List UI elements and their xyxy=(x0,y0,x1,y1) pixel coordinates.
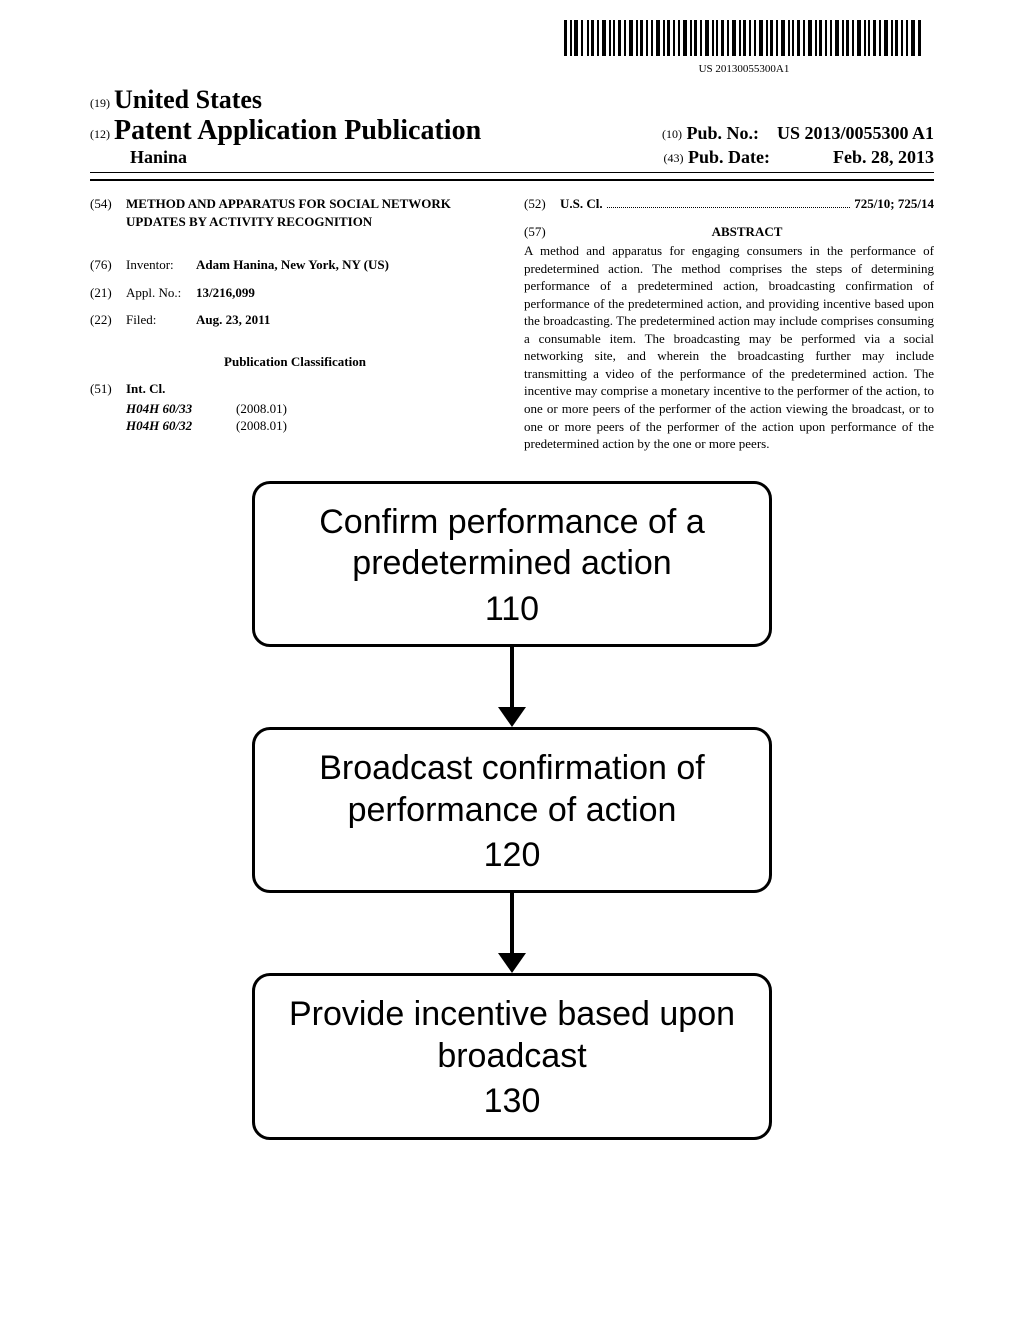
flow-box-110-num: 110 xyxy=(273,589,751,630)
code-54: (54) xyxy=(90,195,126,246)
filed-label: Filed: xyxy=(126,311,196,329)
code-19: (19) xyxy=(90,96,110,110)
country: United States xyxy=(114,85,262,114)
arrow-2 xyxy=(498,893,526,973)
code-12: (12) xyxy=(90,127,110,141)
code-57: (57) xyxy=(524,223,560,241)
uscl-label: U.S. Cl. xyxy=(560,196,603,211)
uscl-row: (52) U.S. Cl. 725/10; 725/14 xyxy=(524,195,934,213)
main-divider xyxy=(90,179,934,181)
pub-no-block: (10) Pub. No.: US 2013/0055300 A1 xyxy=(662,123,934,144)
invention-title: METHOD AND APPARATUS FOR SOCIAL NETWORK … xyxy=(126,195,500,230)
publication-type: Patent Application Publication xyxy=(114,115,481,146)
uscl-value: 725/10; 725/14 xyxy=(854,196,934,211)
appl-no-label: Appl. No.: xyxy=(126,284,196,302)
barcode-block: US 20130055300A1 xyxy=(564,20,924,75)
uscl-dots xyxy=(607,207,851,208)
biblio-columns: (54) METHOD AND APPARATUS FOR SOCIAL NET… xyxy=(90,195,934,453)
filed-value: Aug. 23, 2011 xyxy=(196,312,270,327)
intcl-code-1: H04H 60/32 xyxy=(126,417,236,435)
intcl-year-1: (2008.01) xyxy=(236,417,326,435)
appl-no-value: 13/216,099 xyxy=(196,285,255,300)
pub-date-block: (43) Pub. Date: Feb. 28, 2013 xyxy=(664,147,935,168)
header-block: (19) United States (12) Patent Applicati… xyxy=(90,85,934,181)
inventor-name: Adam Hanina, New York, NY (US) xyxy=(196,257,389,272)
code-51: (51) xyxy=(90,380,126,398)
intcl-row-1: H04H 60/32 (2008.01) xyxy=(126,417,500,435)
code-22: (22) xyxy=(90,311,126,329)
intcl-label: Int. Cl. xyxy=(126,381,165,396)
code-10: (10) xyxy=(662,127,682,141)
flow-box-130: Provide incentive based upon broadcast 1… xyxy=(252,973,772,1139)
code-21: (21) xyxy=(90,284,126,302)
patent-page: US 20130055300A1 (19) United States (12)… xyxy=(0,0,1024,1320)
barcode-number: US 20130055300A1 xyxy=(564,63,924,75)
thin-divider xyxy=(90,172,934,173)
flow-box-130-num: 130 xyxy=(273,1081,751,1122)
pub-no-label: Pub. No.: xyxy=(686,123,759,143)
flow-box-120-num: 120 xyxy=(273,835,751,876)
flow-box-130-text: Provide incentive based upon broadcast xyxy=(273,994,751,1077)
abstract-heading: ABSTRACT xyxy=(560,223,934,241)
barcode-graphic xyxy=(564,20,924,56)
pub-date-label: Pub. Date: xyxy=(688,147,770,167)
pub-date-value: Feb. 28, 2013 xyxy=(833,147,934,167)
code-43: (43) xyxy=(664,151,684,165)
flow-box-110: Confirm performance of a predetermined a… xyxy=(252,481,772,647)
intcl-row-0: H04H 60/33 (2008.01) xyxy=(126,400,500,418)
code-52: (52) xyxy=(524,195,560,213)
code-76: (76) xyxy=(90,256,126,274)
pub-class-heading: Publication Classification xyxy=(90,353,500,371)
intcl-year-0: (2008.01) xyxy=(236,400,326,418)
inventor-surname: Hanina xyxy=(90,147,187,168)
flow-box-120-text: Broadcast confirmation of performance of… xyxy=(273,748,751,831)
arrow-1 xyxy=(498,647,526,727)
flow-box-120: Broadcast confirmation of performance of… xyxy=(252,727,772,893)
pub-no-value: US 2013/0055300 A1 xyxy=(777,123,934,143)
flow-box-110-text: Confirm performance of a predetermined a… xyxy=(273,502,751,585)
left-column: (54) METHOD AND APPARATUS FOR SOCIAL NET… xyxy=(90,195,500,453)
abstract-body: A method and apparatus for engaging cons… xyxy=(524,242,934,453)
figure-flowchart: Confirm performance of a predetermined a… xyxy=(90,481,934,1140)
right-column: (52) U.S. Cl. 725/10; 725/14 (57) ABSTRA… xyxy=(524,195,934,453)
intcl-code-0: H04H 60/33 xyxy=(126,400,236,418)
inventor-label: Inventor: xyxy=(126,256,196,274)
